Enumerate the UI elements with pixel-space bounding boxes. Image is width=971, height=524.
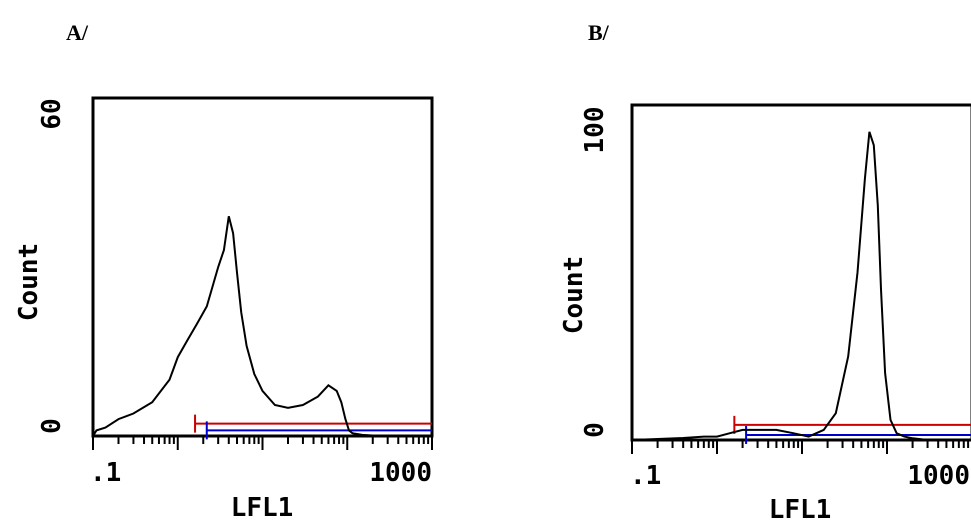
panel-b-gate-markers	[733, 415, 971, 444]
panel-b-label: B/	[588, 20, 610, 45]
panel-b: B/ 100 0 Count .1 1000 LFL1	[559, 20, 971, 524]
panel-b-x-ticks	[631, 440, 970, 454]
panel-a-x-axis-title: LFL1	[231, 493, 294, 523]
panel-b-x-axis-title: LFL1	[769, 495, 832, 524]
panel-b-gate-marker-1	[745, 425, 971, 444]
panel-b-x-min-tick: .1	[630, 461, 661, 491]
panel-b-x-max-tick: 1000	[907, 461, 970, 491]
panel-a-histogram-line-0	[92, 216, 432, 440]
panel-a-y-min-tick: 0	[37, 418, 67, 434]
panel-a-gate-markers	[194, 414, 432, 440]
panel-a-series	[92, 216, 432, 440]
panel-b-gate-marker-0	[733, 415, 971, 434]
panel-b-plot-frame	[630, 103, 971, 442]
panel-a-x-max-tick: 1000	[369, 458, 432, 488]
panel-a-label: A/	[66, 20, 89, 45]
panel-a-y-axis-title: Count	[14, 243, 44, 321]
panel-a-gate-marker-0	[194, 414, 432, 433]
panel-b-series	[631, 131, 971, 441]
panel-a-gate-marker-1	[205, 421, 432, 440]
panel-a-plot-frame	[91, 96, 434, 438]
panel-a: A/ 60 0 Count .1 1000 LFL1	[14, 20, 434, 523]
panel-a-x-min-tick: .1	[90, 458, 121, 488]
panel-b-y-axis-title: Count	[559, 256, 589, 334]
panel-b-histogram-line-0	[631, 131, 971, 441]
panel-b-y-min-tick: 0	[580, 422, 610, 438]
panel-a-x-ticks	[92, 436, 433, 450]
panel-b-y-max-tick: 100	[580, 107, 610, 154]
panel-a-y-max-tick: 60	[37, 98, 67, 129]
